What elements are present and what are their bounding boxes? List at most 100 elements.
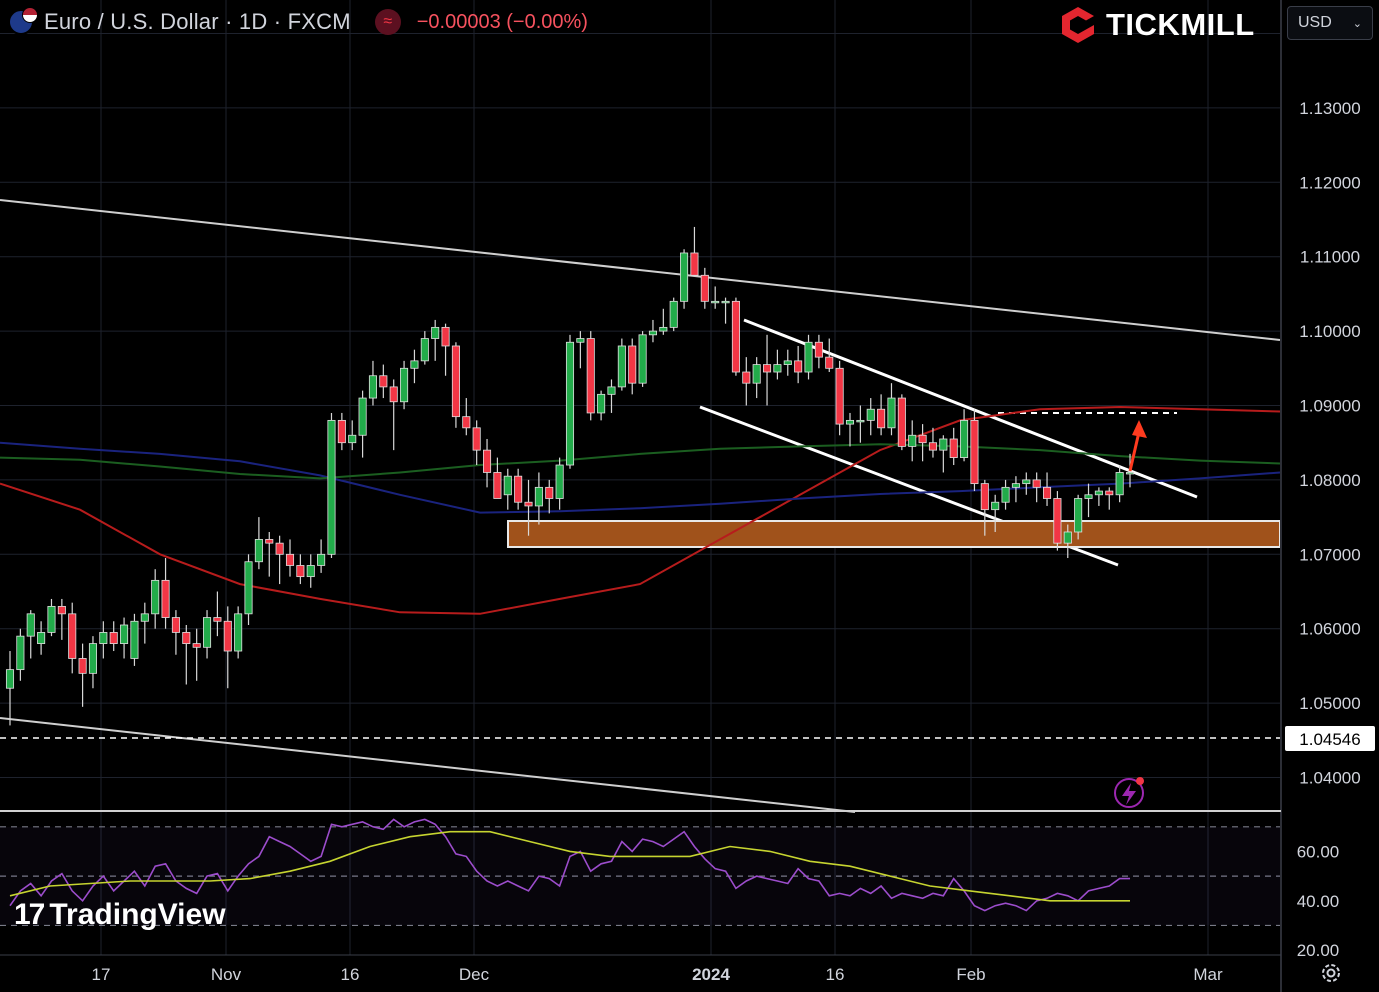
candle <box>970 409 979 492</box>
candle <box>120 617 129 659</box>
rsi-scale[interactable]: 60.00 40.00 20.00 <box>1297 842 1340 960</box>
tickmill-logo-icon <box>1062 7 1094 43</box>
candle <box>493 457 502 499</box>
rsi-tick-label: 60.00 <box>1297 842 1340 861</box>
price-tick-label: 1.04000 <box>1299 769 1360 788</box>
candle <box>379 364 388 399</box>
candle <box>866 398 875 436</box>
highlighted-price-tag: 1.04546 <box>1285 726 1375 751</box>
candle <box>783 349 792 376</box>
symbol-title[interactable]: Euro / U.S. Dollar · 1D · FXCM <box>44 9 351 34</box>
candle <box>597 390 606 421</box>
price-tick-label: 1.13000 <box>1299 99 1360 118</box>
candle <box>586 331 595 421</box>
candle <box>700 267 709 309</box>
candle <box>140 602 149 644</box>
grid-lines <box>0 0 1280 955</box>
candle <box>524 479 533 536</box>
price-tick-label: 1.11000 <box>1300 248 1360 267</box>
price-change: −0.00003 (−0.00%) <box>416 10 588 33</box>
candle <box>690 226 699 276</box>
candle <box>804 334 813 380</box>
candle <box>949 427 958 466</box>
candle <box>99 621 108 659</box>
time-tick-label: Dec <box>459 965 490 984</box>
candle <box>908 420 917 462</box>
approx-icon[interactable]: ≈ <box>374 9 401 35</box>
candle <box>26 610 35 659</box>
candle <box>327 412 336 559</box>
candle <box>109 621 118 652</box>
candle <box>182 624 191 685</box>
candle <box>368 360 377 406</box>
candle <box>265 531 274 577</box>
candle <box>16 628 25 681</box>
time-tick-label: 17 <box>92 965 111 984</box>
candle <box>773 349 782 380</box>
candle <box>192 628 201 681</box>
currency-select[interactable]: USD ⌄ <box>1287 6 1373 40</box>
candle <box>130 613 139 666</box>
candle <box>337 412 346 451</box>
candle <box>711 286 720 309</box>
candle <box>306 554 315 588</box>
candle <box>1032 472 1041 503</box>
price-scale[interactable]: 1.140001.130001.120001.110001.100001.090… <box>1299 24 1360 787</box>
price-scale-background <box>1280 0 1379 992</box>
moving-average-line <box>0 441 1281 514</box>
candle <box>680 249 689 309</box>
candle <box>835 360 844 436</box>
candle <box>1074 494 1083 540</box>
time-tick-label: 16 <box>826 965 845 984</box>
candle <box>47 598 56 637</box>
candles <box>5 226 1135 726</box>
symbol-header: Euro / U.S. Dollar · 1D · FXCM ≈ −0.0000… <box>8 6 588 38</box>
candle <box>203 610 212 659</box>
candle <box>400 360 409 410</box>
candle <box>648 319 657 343</box>
candle <box>555 457 564 510</box>
candle <box>1115 465 1124 503</box>
candle <box>939 435 948 473</box>
candle <box>638 331 647 387</box>
rsi-series-line <box>9 818 1130 912</box>
upper-long-trendline <box>0 199 1281 341</box>
candle <box>721 297 730 324</box>
currency-value: USD <box>1298 14 1332 31</box>
candle <box>659 308 668 335</box>
rsi-pane <box>0 818 1280 927</box>
candle <box>1043 472 1052 506</box>
candle <box>534 472 543 525</box>
rsi-tick-label: 20.00 <box>1297 941 1340 960</box>
candle <box>472 420 481 466</box>
gear-icon[interactable] <box>1318 960 1344 986</box>
candle <box>1063 524 1072 559</box>
price-tick-label: 1.12000 <box>1299 173 1360 192</box>
candle <box>545 479 554 514</box>
candle <box>37 621 46 655</box>
moving-averages <box>0 405 1281 615</box>
candle <box>928 427 937 458</box>
candle <box>856 405 865 443</box>
time-axis[interactable]: 17 Nov 16 Dec 2024 16 Feb Mar <box>92 965 1223 984</box>
candle <box>410 349 419 384</box>
candle <box>617 338 626 391</box>
candle <box>234 606 243 659</box>
candle <box>420 331 429 365</box>
time-tick-label: Nov <box>211 965 242 984</box>
candle <box>814 334 823 369</box>
candle <box>275 535 284 585</box>
candle <box>877 394 886 436</box>
candle <box>1011 476 1020 503</box>
breakout-arrow-icon <box>1128 420 1147 472</box>
candle <box>845 412 855 447</box>
candle <box>244 554 253 625</box>
candle <box>161 558 170 629</box>
candle <box>503 468 512 510</box>
candle <box>431 319 440 361</box>
lightning-alert-icon[interactable] <box>1114 777 1144 808</box>
moving-average-line <box>0 443 1281 480</box>
candle <box>918 424 927 462</box>
